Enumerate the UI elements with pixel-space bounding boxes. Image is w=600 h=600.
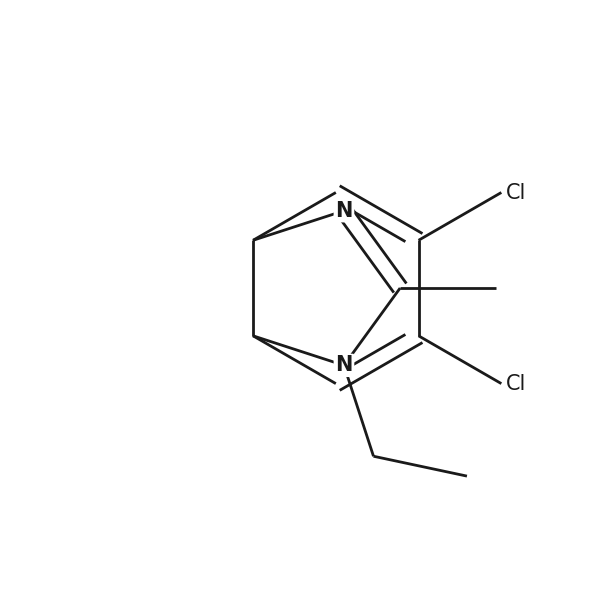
Text: Cl: Cl — [506, 374, 526, 394]
Text: Cl: Cl — [506, 182, 526, 203]
Text: N: N — [335, 355, 353, 376]
Text: N: N — [335, 201, 353, 221]
